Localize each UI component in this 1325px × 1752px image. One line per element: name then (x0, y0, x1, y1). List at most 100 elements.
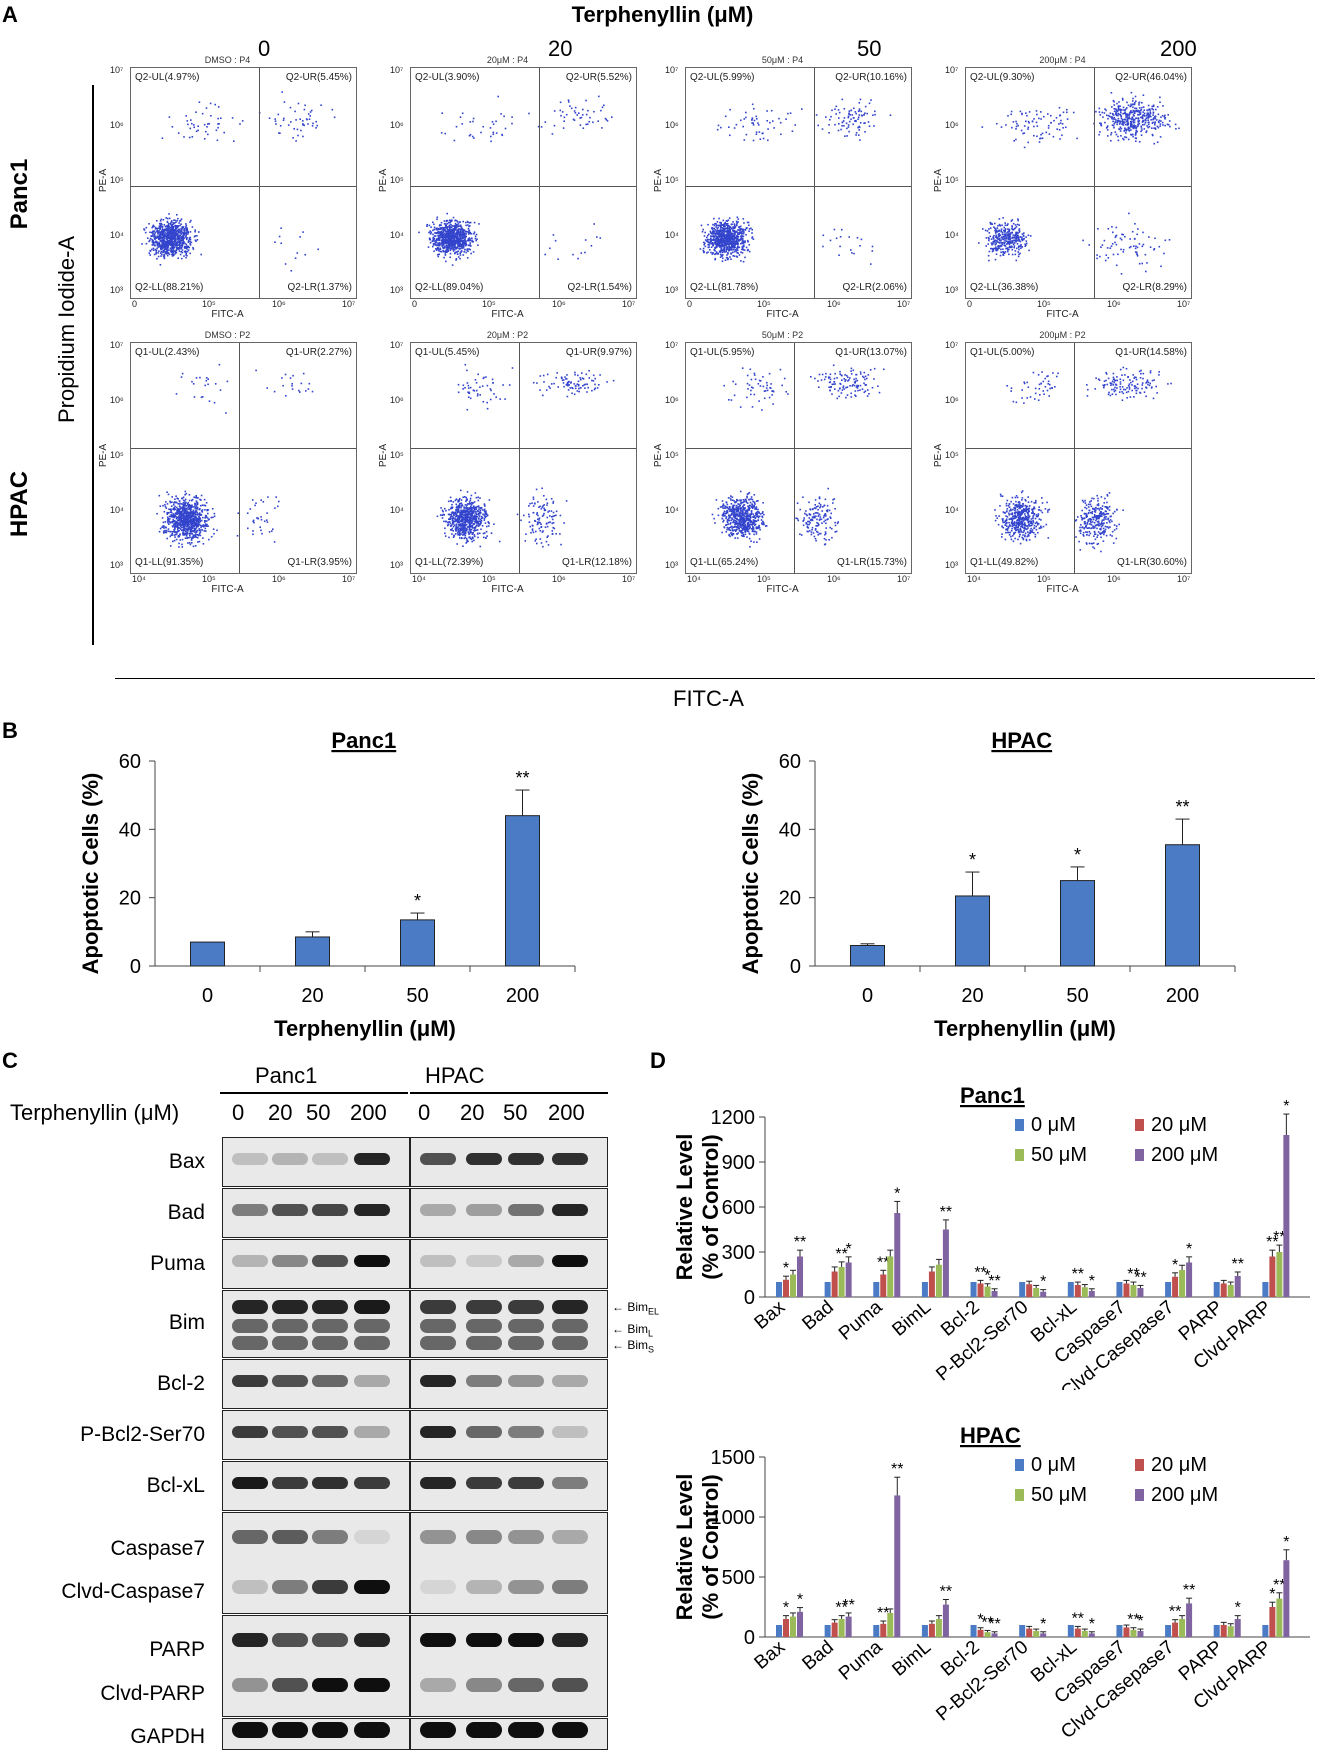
flow-event-dot (1119, 122, 1121, 124)
flow-event-dot (194, 522, 196, 525)
flow-event-dot (166, 247, 169, 250)
flow-event-dot (1023, 237, 1025, 240)
flow-event-dot (1100, 246, 1102, 248)
flow-event-dot (186, 522, 189, 525)
flow-event-dot (570, 107, 573, 110)
flow-event-dot (226, 380, 229, 383)
flow-x-tick: 10⁵ (757, 299, 771, 309)
flow-event-dot (742, 238, 744, 240)
flow-event-dot (868, 102, 871, 105)
flow-event-dot (208, 518, 210, 520)
flow-event-dot (176, 526, 178, 528)
flow-event-dot (732, 237, 734, 239)
flow-event-dot (743, 242, 745, 244)
flow-event-dot (457, 256, 460, 258)
flow-event-dot (1007, 223, 1009, 225)
flow-event-dot (483, 503, 486, 505)
flow-event-dot (1018, 230, 1021, 232)
flow-event-dot (1113, 108, 1116, 110)
flow-plot-title: 200μM : P4 (1039, 55, 1086, 65)
flow-event-dot (752, 122, 754, 124)
flow-event-dot (728, 233, 730, 235)
flow-event-dot (185, 521, 188, 523)
flow-event-dot (475, 529, 477, 532)
flow-event-dot (988, 232, 991, 234)
flow-event-dot (462, 244, 465, 247)
flow-event-dot (1014, 253, 1017, 256)
flow-event-dot (1138, 101, 1141, 104)
flow-event-dot (188, 238, 191, 241)
flow-event-dot (457, 508, 460, 511)
flow-event-dot (189, 127, 192, 130)
flow-event-dot (987, 243, 989, 245)
flow-event-dot (450, 245, 453, 247)
flow-event-dot (190, 520, 192, 523)
flow-event-dot (437, 239, 439, 241)
flow-event-dot (261, 532, 263, 535)
flow-event-dot (450, 529, 452, 531)
flow-event-dot (857, 118, 859, 120)
flow-event-dot (478, 508, 480, 511)
flow-event-dot (194, 511, 197, 514)
flow-event-dot (993, 239, 996, 242)
flow-event-dot (441, 226, 444, 229)
flow-event-dot (173, 530, 176, 533)
flow-x-tick: 10⁶ (552, 299, 566, 309)
flow-event-dot (447, 230, 449, 233)
conc-label-200: 200 (1160, 36, 1197, 61)
flow-event-dot (447, 521, 449, 524)
flow-event-dot (472, 117, 475, 120)
flow-event-dot (159, 228, 161, 230)
flow-event-dot (722, 254, 724, 256)
flow-event-dot (159, 527, 162, 530)
flow-event-dot (176, 214, 178, 216)
flow-event-dot (1142, 231, 1144, 234)
flow-event-dot (304, 104, 306, 107)
flow-event-dot (432, 233, 434, 236)
flow-event-dot (708, 244, 710, 246)
flow-event-dot (181, 239, 183, 242)
flow-event-dot (1017, 124, 1019, 127)
flow-y-tick: 10³ (390, 285, 404, 295)
flow-event-dot (151, 235, 153, 237)
flow-event-dot (459, 233, 461, 236)
flow-event-dot (442, 243, 444, 245)
flow-event-dot (187, 505, 190, 507)
flow-event-dot (723, 249, 725, 252)
flow-event-dot (1005, 236, 1008, 238)
flow-event-dot (148, 252, 151, 254)
flow-event-dot (704, 239, 707, 241)
flow-event-dot (995, 243, 997, 245)
flow-event-dot (747, 239, 749, 242)
flow-event-dot (469, 525, 471, 528)
flow-event-dot (172, 243, 175, 246)
flow-event-dot (1126, 122, 1129, 125)
flow-event-dot (723, 242, 725, 244)
flow-event-dot (1129, 111, 1132, 113)
flow-event-dot (173, 529, 176, 531)
flow-event-dot (209, 102, 212, 105)
flow-event-dot (195, 522, 197, 524)
flow-event-dot (162, 525, 165, 527)
flow-event-dot (726, 243, 728, 245)
flow-event-dot (1096, 257, 1098, 260)
flow-event-dot (801, 108, 803, 110)
flow-event-dot (441, 240, 444, 242)
flow-event-dot (720, 247, 722, 250)
flow-event-dot (495, 120, 497, 123)
flow-event-dot (1015, 226, 1018, 228)
flow-event-dot (184, 523, 186, 526)
flow-event-dot (194, 239, 197, 242)
flow-event-dot (186, 531, 189, 534)
flow-event-dot (191, 514, 193, 516)
flow-event-dot (186, 518, 189, 521)
flow-event-dot (160, 230, 163, 232)
flow-event-dot (1004, 230, 1006, 232)
flow-event-dot (160, 239, 163, 242)
flow-event-dot (463, 243, 466, 245)
flow-event-dot (156, 244, 159, 247)
flow-event-dot (719, 228, 722, 230)
flow-event-dot (160, 225, 162, 228)
flow-event-dot (158, 250, 160, 252)
flow-event-dot (1017, 232, 1019, 234)
